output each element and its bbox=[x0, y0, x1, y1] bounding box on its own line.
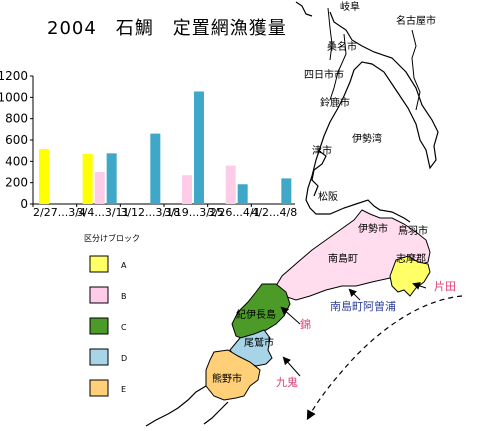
legend-swatch-c bbox=[89, 317, 109, 335]
y-tick-label: 400 bbox=[5, 154, 28, 168]
label-ago-ura: 南島町阿曽浦 bbox=[330, 299, 396, 313]
label-shima: 志摩郡 bbox=[396, 252, 426, 265]
legend: 区分けブロック A B C D E bbox=[84, 233, 140, 397]
y-tick-label: 200 bbox=[5, 176, 28, 190]
coast-tsu bbox=[311, 149, 327, 197]
y-tick-label: 600 bbox=[5, 133, 28, 147]
bar-B-1 bbox=[94, 172, 105, 204]
map: 岐阜 名古屋市 桑名市 四日市市 鈴鹿市 伊勢湾 津市 松阪 伊勢市 鳥羽市 南… bbox=[145, 0, 463, 427]
legend-label-a: A bbox=[121, 261, 127, 270]
label-toba: 鳥羽市 bbox=[398, 224, 428, 237]
x-tick-label: 4/2...4/8 bbox=[251, 206, 297, 219]
label-kumano: 熊野市 bbox=[212, 372, 242, 385]
label-ise: 伊勢市 bbox=[358, 222, 388, 235]
x-tick-label: 3/19...3/25 bbox=[164, 206, 224, 219]
bar-A-1 bbox=[82, 153, 93, 204]
bar-B-3 bbox=[182, 175, 192, 204]
arrow-katada bbox=[412, 282, 427, 290]
label-sea: 伊勢湾 bbox=[352, 132, 382, 145]
bar-B-4 bbox=[225, 165, 236, 204]
label-yokkaichi: 四日市市 bbox=[304, 68, 344, 81]
legend-label-e: E bbox=[121, 385, 126, 394]
bar-chart: 0 200 400 600 800 1000 1200 2/27...3/43/4...3/1… bbox=[0, 69, 297, 219]
legend-swatch-d bbox=[89, 348, 109, 366]
legend-swatch-b bbox=[89, 286, 109, 304]
current-arrow bbox=[306, 295, 463, 421]
coastline-south bbox=[145, 385, 207, 427]
legend-swatch-e bbox=[89, 379, 109, 397]
label-katada: 片田 bbox=[434, 280, 456, 293]
y-tick-label: 1200 bbox=[0, 69, 28, 83]
river-2 bbox=[329, 33, 347, 101]
label-matsusaka: 松阪 bbox=[318, 190, 338, 203]
coastline-north bbox=[295, 1, 313, 17]
legend-label-d: D bbox=[121, 354, 127, 363]
bar-A-0 bbox=[39, 149, 49, 204]
bar-D-2 bbox=[150, 133, 161, 204]
chart-title: 2004 石鯛 定置網漁獲量 bbox=[47, 18, 287, 39]
river-3 bbox=[411, 29, 421, 111]
bar-D-3 bbox=[194, 91, 204, 204]
label-minami-ise: 南島町 bbox=[328, 252, 358, 265]
label-nishiki: 錦 bbox=[300, 317, 311, 331]
y-tick-label: 1000 bbox=[0, 90, 28, 104]
coastline-south-2 bbox=[203, 401, 229, 425]
legend-label-c: C bbox=[121, 323, 127, 332]
arrow-kuki bbox=[282, 356, 301, 377]
label-owase: 尾鷲市 bbox=[244, 336, 274, 349]
legend-label-b: B bbox=[121, 292, 127, 301]
x-tick-label: 3/12...3/18 bbox=[120, 206, 180, 219]
bar-D-5 bbox=[281, 178, 292, 204]
region-e bbox=[205, 349, 261, 401]
arrow-ago-ura bbox=[348, 288, 361, 301]
label-kuwana: 桑名市 bbox=[327, 40, 357, 53]
region-b bbox=[275, 209, 431, 301]
y-tick-label: 0 bbox=[20, 197, 28, 211]
river-1 bbox=[327, 7, 333, 61]
label-tsu: 津市 bbox=[312, 144, 332, 157]
y-tick-label: 800 bbox=[5, 112, 28, 126]
legend-title: 区分けブロック bbox=[84, 233, 140, 243]
bar-D-4 bbox=[237, 184, 248, 204]
legend-swatch-a bbox=[89, 255, 109, 273]
label-gifu: 岐阜 bbox=[340, 0, 360, 13]
label-kiinagashima: 紀伊長島 bbox=[236, 308, 276, 321]
bar-D-1 bbox=[106, 153, 117, 204]
label-nagoya: 名古屋市 bbox=[396, 14, 436, 27]
coastline-ise-bay bbox=[305, 11, 439, 223]
arrow-nishiki bbox=[280, 306, 301, 325]
x-tick-label: 3/26...4/1 bbox=[208, 206, 261, 219]
x-tick-label: 2/27...3/4 bbox=[33, 206, 86, 219]
label-suzuka: 鈴鹿市 bbox=[320, 96, 350, 109]
x-tick-label: 3/4...3/11 bbox=[77, 206, 130, 219]
label-kuki: 九鬼 bbox=[276, 375, 298, 389]
